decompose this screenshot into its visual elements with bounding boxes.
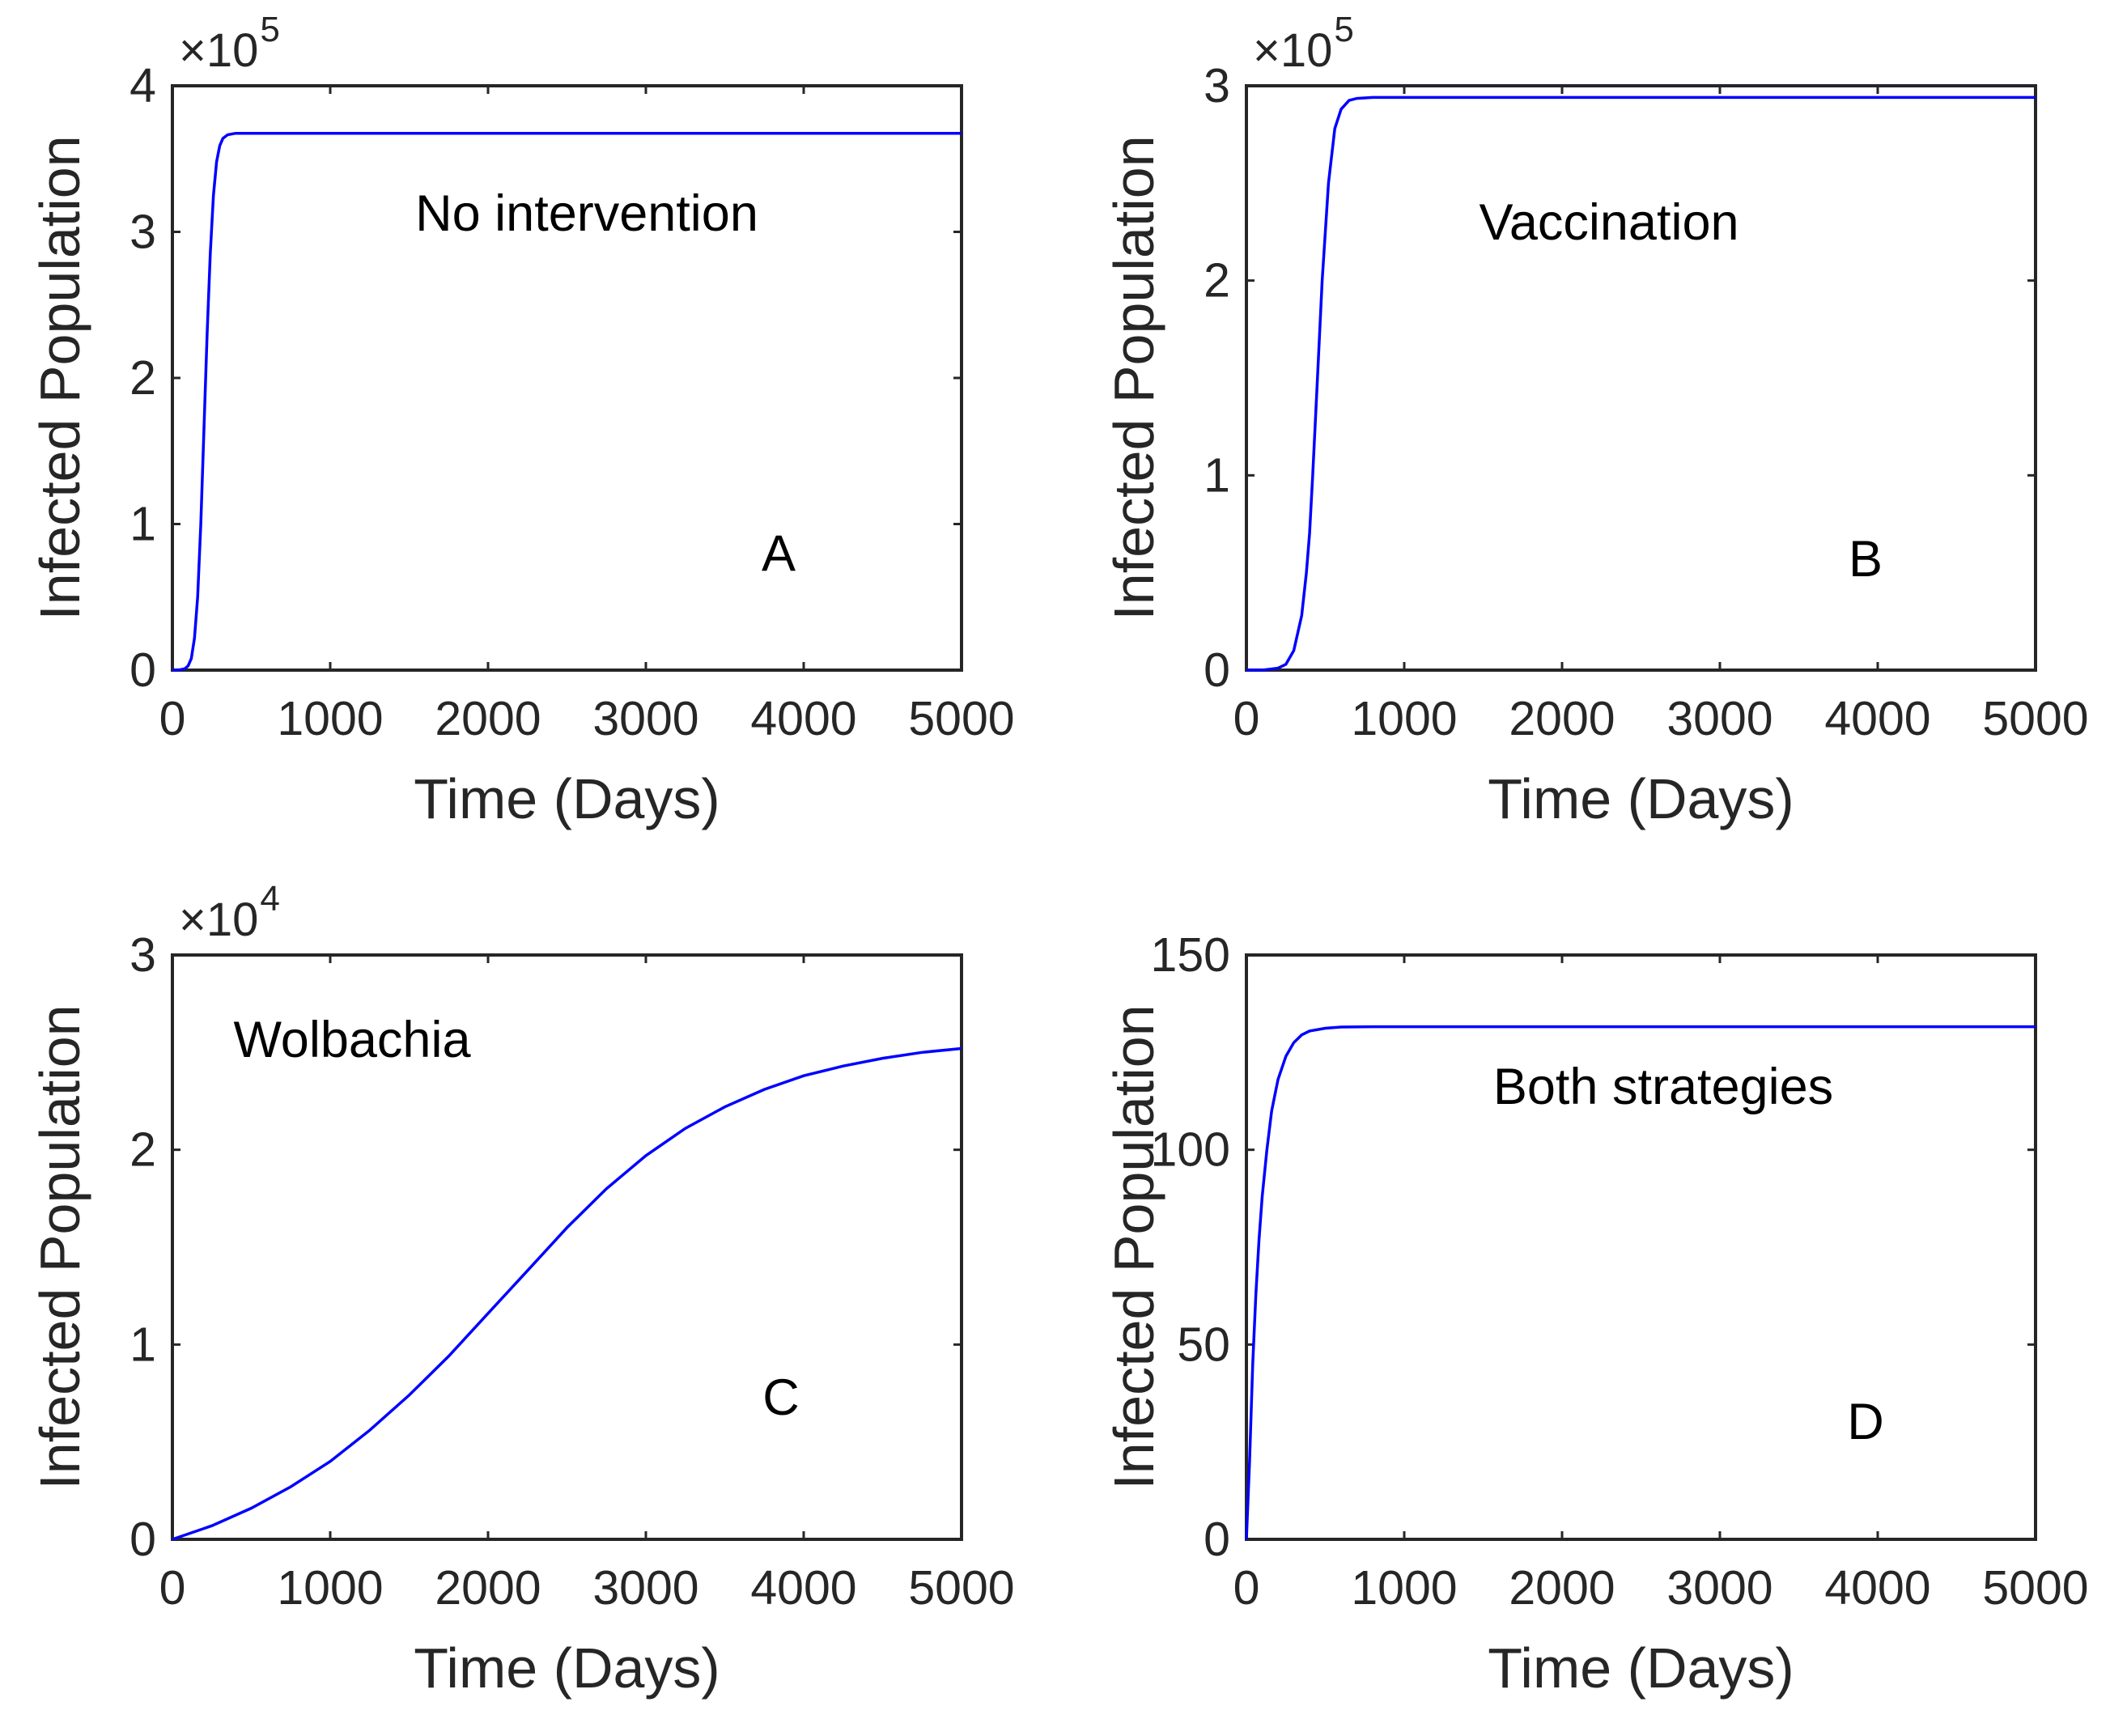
panel-d-ylabel: Infected Population [1102, 1004, 1165, 1489]
panel-c-ytick-label: 3 [129, 928, 156, 982]
panel-a-series-line [172, 131, 962, 672]
panel-b-xtick-label: 0 [1233, 692, 1260, 745]
panel-a-xtick-label: 4000 [750, 692, 856, 745]
panel-a-xtick-label: 1000 [277, 692, 383, 745]
panel-c-axes-frame [171, 953, 963, 1541]
panel-b-ytick-label: 3 [1204, 59, 1230, 112]
panel-d-ytick-label: 100 [1151, 1123, 1230, 1177]
panel-b-panel-label: B [1849, 531, 1883, 588]
panel-c-xtick-label: 2000 [435, 1561, 541, 1615]
panel-c: 0 1000 2000 3000 4000 5000 0 1 2 3 ×10 4 Time (Days)… [28, 879, 1015, 1700]
panel-b-xtick-label: 3000 [1666, 692, 1772, 745]
panel-c-xtick-label: 4000 [750, 1561, 856, 1615]
panel-b-series-line [1246, 96, 2036, 672]
panel-c-xtick-label: 1000 [277, 1561, 383, 1615]
panel-a-ytick-label: 2 [129, 351, 156, 405]
panel-c-y-multiplier-exponent: 4 [260, 879, 279, 919]
panel-a-axes-frame [171, 84, 963, 672]
panel-b: 0 1000 2000 3000 4000 5000 0 1 2 3 ×10 5 Time (Days)… [1102, 10, 2089, 830]
panel-b-ytick-label: 2 [1204, 254, 1230, 308]
panel-c-xtick-label: 0 [159, 1561, 186, 1615]
panel-c-series-line [172, 1046, 962, 1541]
panel-d: 0 1000 2000 3000 4000 5000 0 50 100 150 Time (Days… [1102, 928, 2089, 1700]
panel-b-xtick-label: 2000 [1509, 692, 1615, 745]
panel-a-ytick-label: 3 [129, 206, 156, 259]
panel-a-xtick-label: 2000 [435, 692, 541, 745]
panel-a-xtick-label: 5000 [908, 692, 1014, 745]
panel-d-ytick-label: 50 [1177, 1318, 1230, 1371]
panel-d-xtick-label: 1000 [1351, 1561, 1457, 1615]
panel-a-ytick-label: 0 [129, 643, 156, 697]
panel-b-annotation: Vaccination [1479, 194, 1739, 251]
panel-d-annotation: Both strategies [1493, 1059, 1833, 1115]
panel-b-xlabel: Time (Days) [1488, 767, 1794, 830]
panel-a-ylabel: Infected Population [28, 135, 91, 620]
panel-d-xlabel: Time (Days) [1488, 1636, 1794, 1700]
panel-d-ytick-label: 0 [1204, 1513, 1230, 1566]
panel-c-ytick-label: 1 [129, 1318, 156, 1371]
panel-b-ytick-label: 1 [1204, 448, 1230, 502]
panel-c-panel-label: C [762, 1369, 800, 1426]
panel-b-axes-frame [1245, 84, 2037, 672]
panel-c-ytick-label: 0 [129, 1513, 156, 1566]
panel-a-y-multiplier: ×10 [179, 24, 258, 77]
panel-b-xtick-label: 5000 [1982, 692, 2088, 745]
panel-d-xtick-label: 3000 [1666, 1561, 1772, 1615]
panel-b-xtick-label: 1000 [1351, 692, 1457, 745]
panel-c-ytick-label: 2 [129, 1123, 156, 1177]
panel-b-y-multiplier: ×10 [1253, 24, 1332, 77]
panel-a-ytick-label: 4 [129, 59, 156, 112]
panel-b-y-multiplier-exponent: 5 [1334, 10, 1353, 49]
panel-a-annotation: No intervention [415, 185, 758, 242]
panel-b-ytick-label: 0 [1204, 643, 1230, 697]
panel-d-series-line [1245, 1025, 2036, 1540]
panel-d-panel-label: D [1847, 1394, 1884, 1450]
panel-c-xtick-label: 3000 [592, 1561, 698, 1615]
panel-b-ylabel: Infected Population [1102, 135, 1165, 620]
panel-a-panel-label: A [762, 525, 796, 582]
panel-d-xtick-label: 2000 [1509, 1561, 1615, 1615]
panel-a-xtick-label: 3000 [592, 692, 698, 745]
panel-c-xlabel: Time (Days) [414, 1636, 720, 1700]
panel-a-xlabel: Time (Days) [414, 767, 720, 830]
panel-c-y-multiplier: ×10 [179, 893, 258, 946]
panel-c-ylabel: Infected Population [28, 1004, 91, 1489]
panel-d-axes-frame [1245, 953, 2037, 1541]
panel-a: 0 1000 2000 3000 4000 5000 0 1 2 3 4 ×10 5 Time (Days… [28, 10, 1015, 830]
panel-a-ytick-label: 1 [129, 498, 156, 551]
panel-d-xtick-label: 4000 [1824, 1561, 1930, 1615]
panel-d-xtick-label: 0 [1233, 1561, 1260, 1615]
panel-c-annotation: Wolbachia [233, 1012, 471, 1068]
panel-b-xtick-label: 4000 [1824, 692, 1930, 745]
panel-c-xtick-label: 5000 [908, 1561, 1014, 1615]
panel-a-xtick-label: 0 [159, 692, 186, 745]
panel-a-y-multiplier-exponent: 5 [260, 10, 279, 49]
panel-d-ytick-label: 150 [1151, 928, 1230, 982]
panel-d-xtick-label: 5000 [1982, 1561, 2088, 1615]
